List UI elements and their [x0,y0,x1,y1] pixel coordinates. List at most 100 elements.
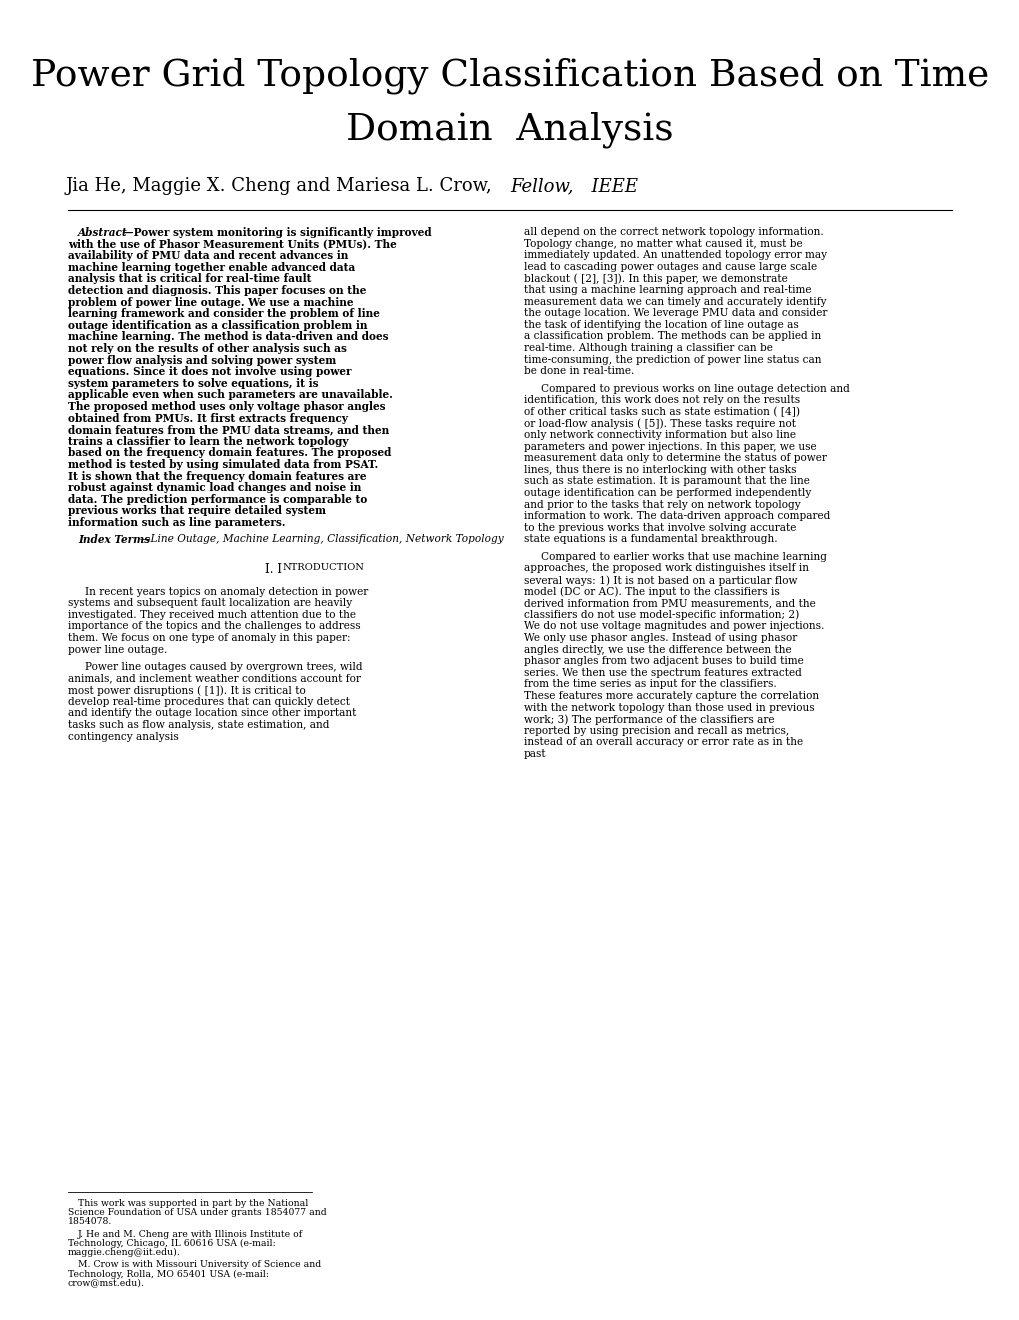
Text: power line outage.: power line outage. [68,644,167,655]
Text: —Power system monitoring is significantly improved: —Power system monitoring is significantl… [123,227,431,238]
Text: reported by using precision and recall as metrics,: reported by using precision and recall a… [524,726,789,735]
Text: Topology change, no matter what caused it, must be: Topology change, no matter what caused i… [524,239,802,248]
Text: 1854078.: 1854078. [68,1217,112,1226]
Text: or load-flow analysis ( [5]). These tasks require not: or load-flow analysis ( [5]). These task… [524,418,795,429]
Text: approaches, the proposed work distinguishes itself in: approaches, the proposed work distinguis… [524,564,808,573]
Text: These features more accurately capture the correlation: These features more accurately capture t… [524,690,818,701]
Text: contingency analysis: contingency analysis [68,731,178,742]
Text: tasks such as flow analysis, state estimation, and: tasks such as flow analysis, state estim… [68,719,329,730]
Text: The proposed method uses only voltage phasor angles: The proposed method uses only voltage ph… [68,401,385,412]
Text: Index Terms: Index Terms [77,535,150,545]
Text: of other critical tasks such as state estimation ( [4]): of other critical tasks such as state es… [524,407,799,417]
Text: Technology, Rolla, MO 65401 USA (e-mail:: Technology, Rolla, MO 65401 USA (e-mail: [68,1270,269,1279]
Text: Domain  Analysis: Domain Analysis [345,112,674,149]
Text: Power Grid Topology Classification Based on Time: Power Grid Topology Classification Based… [31,58,988,95]
Text: measurement data we can timely and accurately identify: measurement data we can timely and accur… [524,297,825,306]
Text: applicable even when such parameters are unavailable.: applicable even when such parameters are… [68,389,392,400]
Text: measurement data only to determine the status of power: measurement data only to determine the s… [524,453,826,463]
Text: NTRODUCTION: NTRODUCTION [281,564,364,573]
Text: machine learning together enable advanced data: machine learning together enable advance… [68,261,355,273]
Text: power flow analysis and solving power system: power flow analysis and solving power sy… [68,355,336,366]
Text: Power line outages caused by overgrown trees, wild: Power line outages caused by overgrown t… [85,663,363,672]
Text: Jia He, Maggie X. Cheng and Mariesa L. Crow,: Jia He, Maggie X. Cheng and Mariesa L. C… [65,177,510,195]
Text: past: past [524,748,546,759]
Text: detection and diagnosis. This paper focuses on the: detection and diagnosis. This paper focu… [68,285,366,296]
Text: previous works that require detailed system: previous works that require detailed sys… [68,506,326,516]
Text: domain features from the PMU data streams, and then: domain features from the PMU data stream… [68,424,389,436]
Text: Science Foundation of USA under grants 1854077 and: Science Foundation of USA under grants 1… [68,1208,326,1217]
Text: all depend on the correct network topology information.: all depend on the correct network topolo… [524,227,823,238]
Text: phasor angles from two adjacent buses to build time: phasor angles from two adjacent buses to… [524,656,803,667]
Text: investigated. They received much attention due to the: investigated. They received much attenti… [68,610,356,620]
Text: identification, this work does not rely on the results: identification, this work does not rely … [524,395,799,405]
Text: We do not use voltage magnitudes and power injections.: We do not use voltage magnitudes and pow… [524,622,823,631]
Text: classifiers do not use model-specific information; 2): classifiers do not use model-specific in… [524,610,799,620]
Text: M. Crow is with Missouri University of Science and: M. Crow is with Missouri University of S… [77,1261,321,1270]
Text: series. We then use the spectrum features extracted: series. We then use the spectrum feature… [524,668,801,677]
Text: parameters and power injections. In this paper, we use: parameters and power injections. In this… [524,442,816,451]
Text: maggie.cheng@iit.edu).: maggie.cheng@iit.edu). [68,1247,180,1257]
Text: method is tested by using simulated data from PSAT.: method is tested by using simulated data… [68,459,378,470]
Text: outage identification can be performed independently: outage identification can be performed i… [524,488,810,498]
Text: lead to cascading power outages and cause large scale: lead to cascading power outages and caus… [524,261,816,272]
Text: This work was supported in part by the National: This work was supported in part by the N… [77,1199,308,1208]
Text: work; 3) The performance of the classifiers are: work; 3) The performance of the classifi… [524,714,773,725]
Text: to the previous works that involve solving accurate: to the previous works that involve solvi… [524,523,796,533]
Text: several ways: 1) It is not based on a particular flow: several ways: 1) It is not based on a pa… [524,576,797,586]
Text: derived information from PMU measurements, and the: derived information from PMU measurement… [524,598,815,609]
Text: information to work. The data-driven approach compared: information to work. The data-driven app… [524,511,829,521]
Text: In recent years topics on anomaly detection in power: In recent years topics on anomaly detect… [85,586,368,597]
Text: such as state estimation. It is paramount that the line: such as state estimation. It is paramoun… [524,477,809,486]
Text: from the time series as input for the classifiers.: from the time series as input for the cl… [524,680,776,689]
Text: angles directly, we use the difference between the: angles directly, we use the difference b… [524,644,791,655]
Text: and identify the outage location since other important: and identify the outage location since o… [68,709,356,718]
Text: Technology, Chicago, IL 60616 USA (e-mail:: Technology, Chicago, IL 60616 USA (e-mai… [68,1238,275,1247]
Text: be done in real-time.: be done in real-time. [524,366,634,376]
Text: state equations is a fundamental breakthrough.: state equations is a fundamental breakth… [524,535,776,544]
Text: that using a machine learning approach and real-time: that using a machine learning approach a… [524,285,811,294]
Text: lines, thus there is no interlocking with other tasks: lines, thus there is no interlocking wit… [524,465,796,475]
Text: outage identification as a classification problem in: outage identification as a classificatio… [68,319,367,331]
Text: Compared to previous works on line outage detection and: Compared to previous works on line outag… [540,384,849,393]
Text: We only use phasor angles. Instead of using phasor: We only use phasor angles. Instead of us… [524,634,797,643]
Text: J. He and M. Cheng are with Illinois Institute of: J. He and M. Cheng are with Illinois Ins… [77,1230,303,1238]
Text: learning framework and consider the problem of line: learning framework and consider the prob… [68,308,379,319]
Text: develop real-time procedures that can quickly detect: develop real-time procedures that can qu… [68,697,350,706]
Text: —Line Outage, Machine Learning, Classification, Network Topology: —Line Outage, Machine Learning, Classifi… [140,535,503,544]
Text: and prior to the tasks that rely on network topology: and prior to the tasks that rely on netw… [524,499,800,510]
Text: information such as line parameters.: information such as line parameters. [68,517,285,528]
Text: a classification problem. The methods can be applied in: a classification problem. The methods ca… [524,331,820,342]
Text: real-time. Although training a classifier can be: real-time. Although training a classifie… [524,343,772,352]
Text: data. The prediction performance is comparable to: data. The prediction performance is comp… [68,494,367,504]
Text: analysis that is critical for real-time fault: analysis that is critical for real-time … [68,273,311,284]
Text: Fellow,  IEEE: Fellow, IEEE [510,177,637,195]
Text: not rely on the results of other analysis such as: not rely on the results of other analysi… [68,343,346,354]
Text: trains a classifier to learn the network topology: trains a classifier to learn the network… [68,436,348,446]
Text: availability of PMU data and recent advances in: availability of PMU data and recent adva… [68,251,348,261]
Text: them. We focus on one type of anomaly in this paper:: them. We focus on one type of anomaly in… [68,634,351,643]
Text: machine learning. The method is data-driven and does: machine learning. The method is data-dri… [68,331,388,342]
Text: Abstract: Abstract [77,227,127,238]
Text: equations. Since it does not involve using power: equations. Since it does not involve usi… [68,366,352,378]
Text: most power disruptions ( [1]). It is critical to: most power disruptions ( [1]). It is cri… [68,685,306,696]
Text: the task of identifying the location of line outage as: the task of identifying the location of … [524,319,798,330]
Text: obtained from PMUs. It first extracts frequency: obtained from PMUs. It first extracts fr… [68,413,347,424]
Text: importance of the topics and the challenges to address: importance of the topics and the challen… [68,622,361,631]
Text: animals, and inclement weather conditions account for: animals, and inclement weather condition… [68,673,361,684]
Text: based on the frequency domain features. The proposed: based on the frequency domain features. … [68,447,391,458]
Text: time-consuming, the prediction of power line status can: time-consuming, the prediction of power … [524,355,820,364]
Text: Compared to earlier works that use machine learning: Compared to earlier works that use machi… [540,552,826,562]
Text: the outage location. We leverage PMU data and consider: the outage location. We leverage PMU dat… [524,308,826,318]
Text: blackout ( [2], [3]). In this paper, we demonstrate: blackout ( [2], [3]). In this paper, we … [524,273,787,284]
Text: instead of an overall accuracy or error rate as in the: instead of an overall accuracy or error … [524,738,802,747]
Text: with the network topology than those used in previous: with the network topology than those use… [524,702,814,713]
Text: only network connectivity information but also line: only network connectivity information bu… [524,430,795,440]
Text: crow@mst.edu).: crow@mst.edu). [68,1279,145,1287]
Text: immediately updated. An unattended topology error may: immediately updated. An unattended topol… [524,251,826,260]
Text: systems and subsequent fault localization are heavily: systems and subsequent fault localizatio… [68,598,352,609]
Text: It is shown that the frequency domain features are: It is shown that the frequency domain fe… [68,471,366,482]
Text: with the use of Phasor Measurement Units (PMUs). The: with the use of Phasor Measurement Units… [68,239,396,249]
Text: problem of power line outage. We use a machine: problem of power line outage. We use a m… [68,297,354,308]
Text: system parameters to solve equations, it is: system parameters to solve equations, it… [68,378,318,389]
Text: model (DC or AC). The input to the classifiers is: model (DC or AC). The input to the class… [524,586,779,597]
